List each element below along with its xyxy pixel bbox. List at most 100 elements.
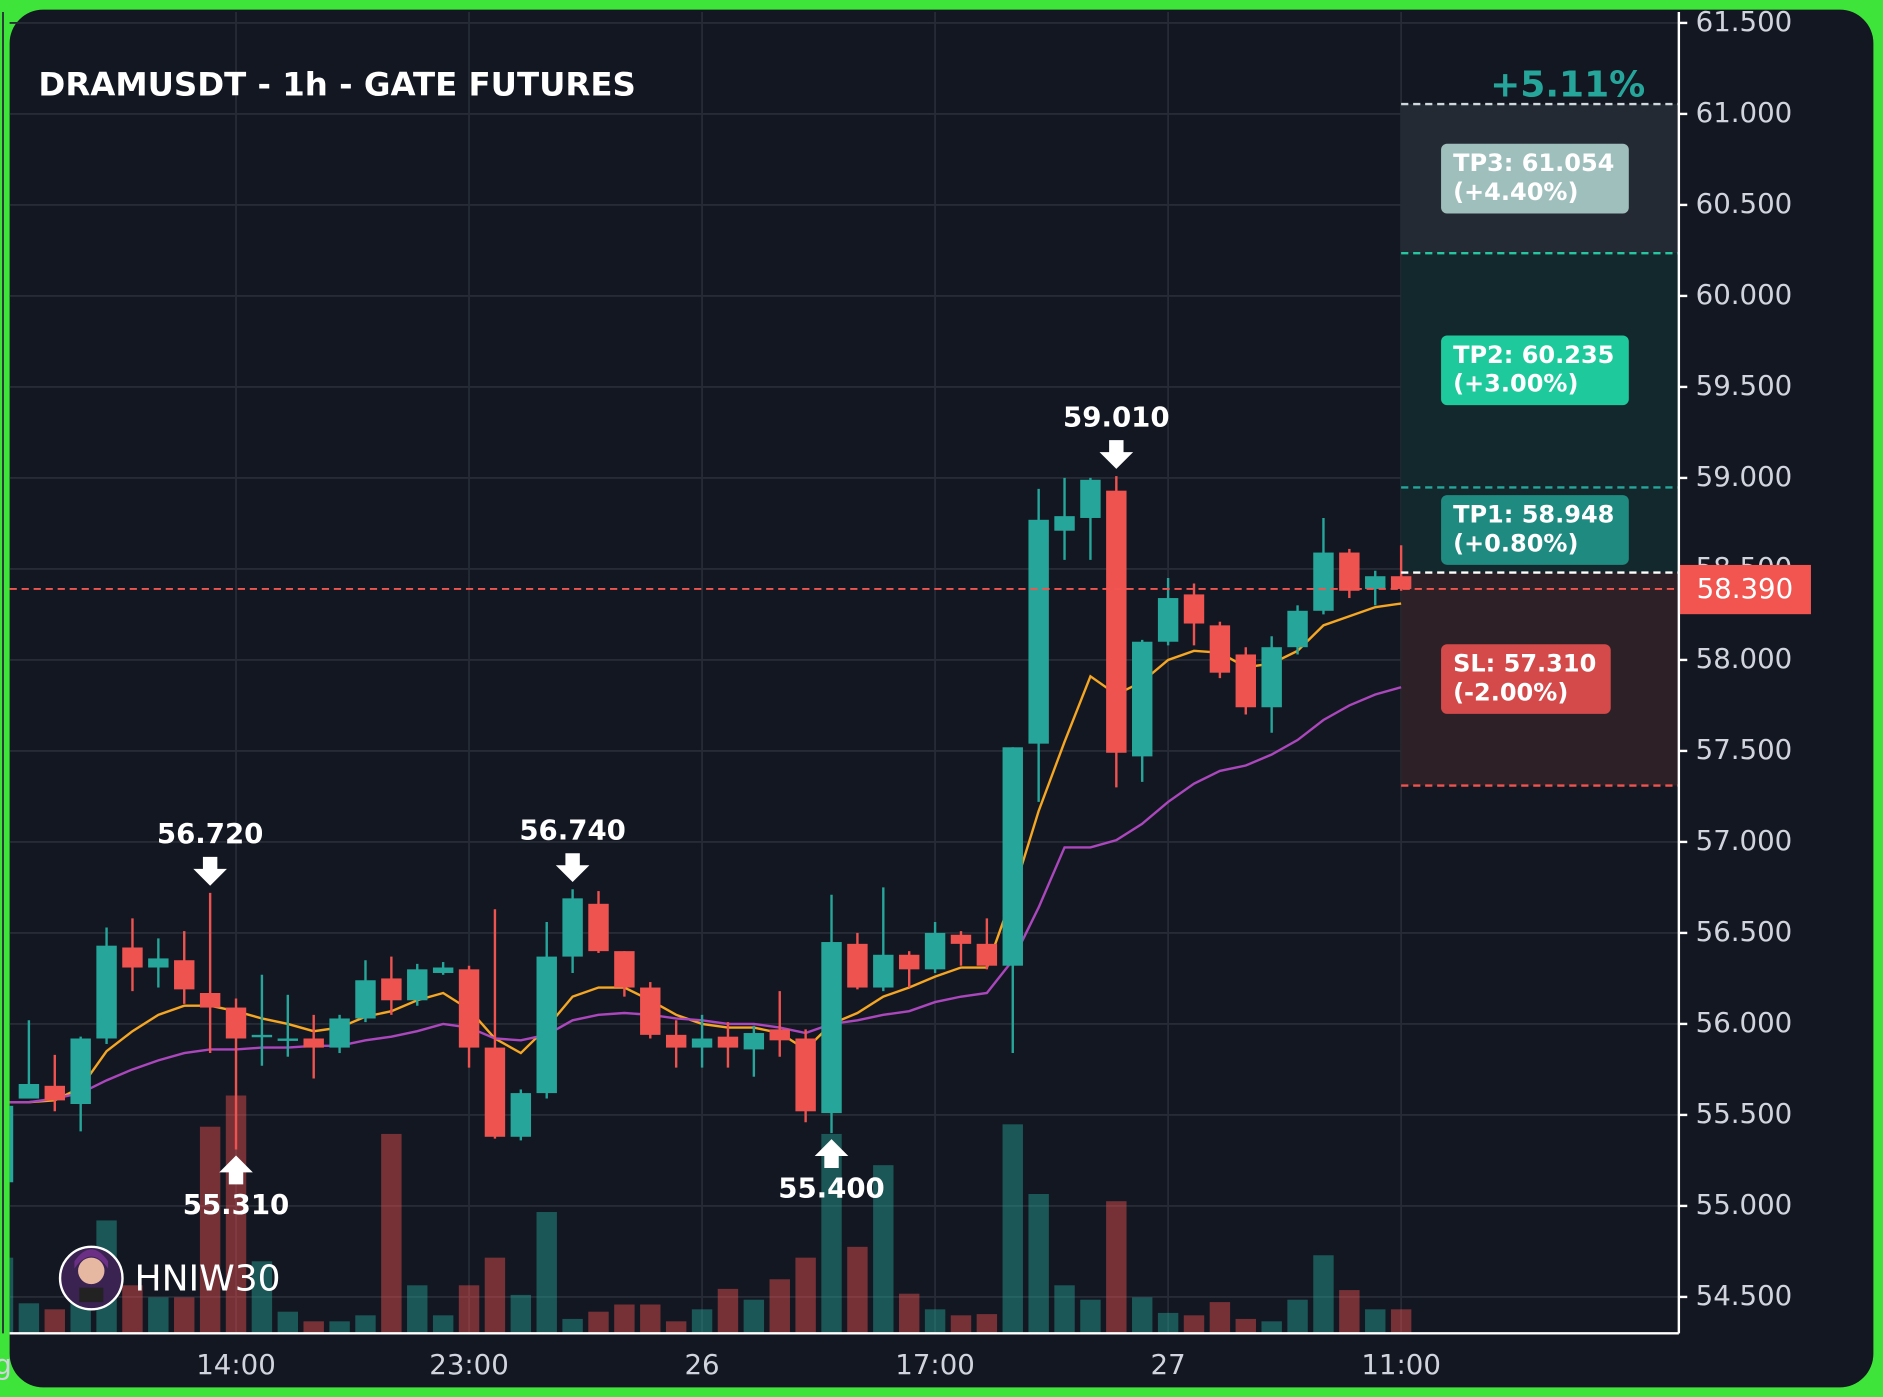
volume-bar: [18, 1303, 40, 1334]
y-tick-label: 59.000: [1696, 460, 1793, 493]
level-box: [1441, 335, 1629, 406]
volume-bar: [484, 1257, 506, 1334]
y-tick-label: 57.500: [1696, 733, 1793, 766]
volume-bar: [1313, 1255, 1334, 1334]
candle-body: [225, 1007, 247, 1039]
volume-bar: [873, 1165, 894, 1334]
candle-body: [9, 1105, 14, 1183]
volume-bar: [717, 1288, 739, 1334]
volume-bar: [1080, 1299, 1101, 1334]
volume-bar: [1339, 1290, 1360, 1334]
volume-bar: [1002, 1124, 1023, 1334]
chart-title: DRAMUSDT - 1h - GATE FUTURES: [38, 65, 635, 103]
avatar: [58, 1245, 124, 1311]
volume-bar: [976, 1314, 998, 1334]
volume-bar: [562, 1318, 583, 1334]
candle-body: [640, 987, 661, 1035]
volume-bar: [122, 1285, 143, 1334]
level-label: TP3: 61.054: [1453, 149, 1614, 177]
candle-body: [847, 943, 868, 988]
volume-bar: [381, 1133, 402, 1334]
annotation-arrow: [814, 1139, 849, 1168]
volume-bar: [458, 1285, 480, 1334]
candle-body: [898, 954, 920, 970]
candle-body: [148, 958, 169, 968]
candle-body: [96, 945, 117, 1039]
x-tick-label: 27: [1151, 1348, 1186, 1381]
volume-bar: [1365, 1309, 1386, 1334]
candle-body: [1390, 576, 1412, 589]
candle-body: [1106, 490, 1127, 753]
candle-body: [1002, 747, 1023, 966]
annotation-label: 59.010: [1063, 400, 1170, 433]
annotation-arrow: [1099, 440, 1134, 469]
volume-bar: [329, 1321, 350, 1334]
volume-bar: [795, 1257, 816, 1334]
y-tick-label: 56.500: [1696, 915, 1793, 948]
candle-body: [588, 903, 609, 952]
y-tick-label: 61.000: [1696, 96, 1793, 129]
summary: +5.11%: [1490, 64, 1645, 105]
candle-body: [795, 1038, 816, 1112]
level-pct: (-2.00%): [1453, 678, 1568, 706]
candle-body: [873, 954, 894, 988]
candle-body: [665, 1034, 687, 1048]
volume-bar: [432, 1315, 454, 1334]
volume-bar: [1132, 1297, 1153, 1334]
candle-body: [1080, 479, 1101, 518]
annotation-arrow: [219, 1155, 253, 1185]
level-box: [1441, 143, 1629, 214]
candle-body: [1287, 610, 1308, 648]
volume-bar: [924, 1309, 946, 1334]
y-tick-label: 55.500: [1696, 1097, 1793, 1130]
volume-bar: [9, 1257, 14, 1334]
y-tick-label: 55.000: [1696, 1188, 1793, 1221]
x-tick-label: 14:00: [196, 1348, 276, 1381]
level-pct: (+4.40%): [1453, 178, 1578, 206]
volume-bar: [1157, 1312, 1179, 1334]
candle-body: [1183, 594, 1205, 624]
volume-bar: [1054, 1285, 1075, 1334]
candle-body: [174, 960, 195, 990]
candle-body: [1054, 516, 1075, 531]
volume-bar: [199, 1126, 221, 1334]
candle-body: [1339, 552, 1360, 591]
candle-body: [458, 969, 480, 1048]
watermark: HNIW30: [135, 1258, 281, 1299]
candle-body: [484, 1047, 506, 1137]
y-tick-label: 56.000: [1696, 1006, 1793, 1039]
candle-body: [510, 1093, 532, 1137]
y-tick-label: 54.500: [1696, 1279, 1793, 1312]
candle-body: [950, 934, 972, 944]
candle-body: [122, 947, 143, 968]
volume-bar: [225, 1095, 247, 1334]
candle-body: [303, 1038, 324, 1048]
candle-body: [1209, 625, 1231, 673]
level-box: [1441, 644, 1611, 714]
x-tick-label: g: [0, 1348, 12, 1381]
candle-body: [407, 969, 428, 1001]
volume-bar: [898, 1293, 920, 1334]
annotation-label: 55.310: [183, 1188, 290, 1221]
candle-body: [562, 898, 583, 957]
level-label: TP1: 58.948: [1453, 501, 1614, 529]
y-tick-label: 58.000: [1696, 642, 1793, 675]
candle-body: [717, 1036, 739, 1048]
candle-body: [329, 1018, 350, 1048]
level-label: TP2: 60.235: [1453, 341, 1614, 369]
level-pct: (+3.00%): [1453, 370, 1578, 398]
volume-bar: [821, 1133, 842, 1334]
volume-bar: [588, 1311, 609, 1334]
candle-body: [355, 980, 376, 1019]
x-tick-label: 26: [684, 1348, 719, 1381]
volume-bar: [1261, 1321, 1282, 1334]
volume-bar: [1106, 1201, 1127, 1334]
volume-bar: [1028, 1193, 1049, 1334]
candle-body: [277, 1038, 299, 1041]
candle-body: [251, 1034, 273, 1038]
candle-body: [44, 1085, 65, 1101]
volume-bar: [355, 1315, 376, 1334]
candle-body: [924, 932, 946, 970]
volume-bar: [950, 1315, 972, 1334]
volume-bar: [665, 1321, 687, 1334]
